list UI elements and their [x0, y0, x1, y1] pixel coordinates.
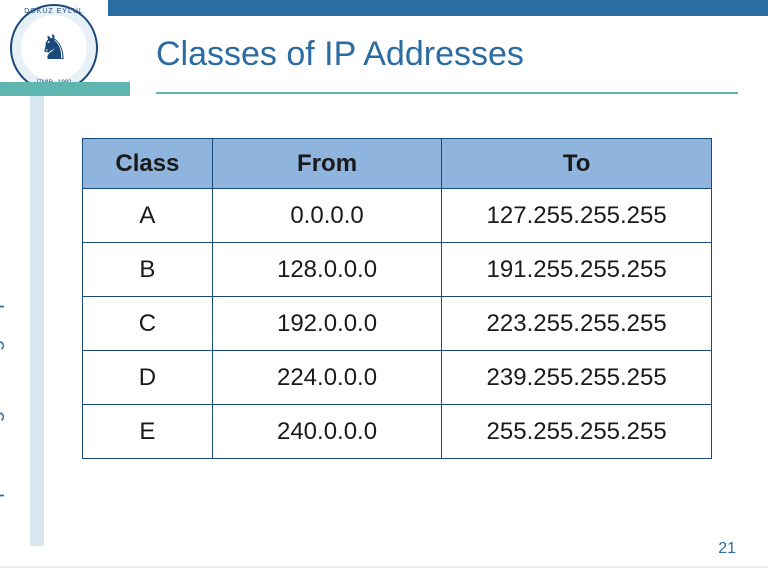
cell-from: 0.0.0.0	[212, 189, 442, 243]
logo-top-text: DOKUZ EYLÜL	[12, 8, 96, 15]
cell-class: E	[83, 405, 213, 459]
cell-from: 192.0.0.0	[212, 297, 442, 351]
cell-class: B	[83, 243, 213, 297]
col-header-to: To	[442, 139, 712, 189]
table-row: C 192.0.0.0 223.255.255.255	[83, 297, 712, 351]
teal-accent-bar	[0, 82, 130, 96]
cell-to: 255.255.255.255	[442, 405, 712, 459]
col-header-from: From	[212, 139, 442, 189]
col-header-class: Class	[83, 139, 213, 189]
cell-to: 191.255.255.255	[442, 243, 712, 297]
cell-class: D	[83, 351, 213, 405]
table-row: E 240.0.0.0 255.255.255.255	[83, 405, 712, 459]
cell-class: A	[83, 189, 213, 243]
university-logo: DOKUZ EYLÜL ♞ İZMİR · 1982	[0, 0, 108, 95]
bottom-divider	[0, 566, 768, 568]
vertical-strip	[30, 96, 44, 546]
cell-to: 223.255.255.255	[442, 297, 712, 351]
cell-from: 224.0.0.0	[212, 351, 442, 405]
table-row: A 0.0.0.0 127.255.255.255	[83, 189, 712, 243]
department-label: Computer Engineering Department	[0, 230, 6, 540]
cell-to: 127.255.255.255	[442, 189, 712, 243]
cell-class: C	[83, 297, 213, 351]
cell-from: 240.0.0.0	[212, 405, 442, 459]
top-bar	[108, 0, 768, 16]
logo-horse-icon: ♞	[27, 21, 81, 75]
cell-from: 128.0.0.0	[212, 243, 442, 297]
cell-to: 239.255.255.255	[442, 351, 712, 405]
ip-classes-table: Class From To A 0.0.0.0 127.255.255.255 …	[82, 138, 712, 459]
title-area: Classes of IP Addresses	[156, 22, 738, 94]
page-number: 21	[718, 540, 736, 558]
slide-title: Classes of IP Addresses	[156, 35, 524, 80]
table-row: B 128.0.0.0 191.255.255.255	[83, 243, 712, 297]
table-row: D 224.0.0.0 239.255.255.255	[83, 351, 712, 405]
